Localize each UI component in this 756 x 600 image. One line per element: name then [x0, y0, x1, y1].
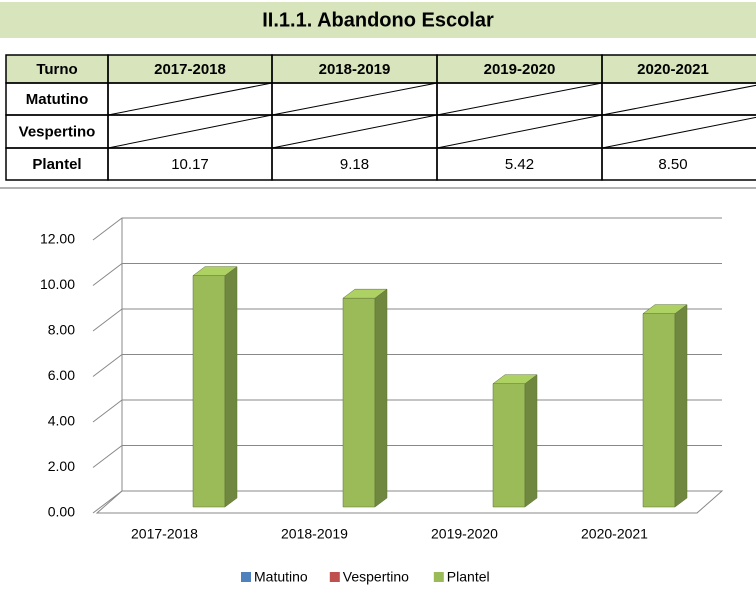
bar-front	[192, 275, 226, 508]
table-header: Turno	[36, 61, 77, 78]
empty-cell-diagonal	[601, 84, 756, 116]
table-cell	[601, 147, 756, 181]
table-header: Matutino	[26, 91, 88, 108]
table-value: 10.17	[171, 156, 209, 173]
y-tick-label: 10.00	[40, 276, 75, 292]
x-tick-label: 2018-2019	[281, 526, 348, 542]
y-tick-label: 6.00	[48, 367, 75, 383]
empty-cell-diagonal	[601, 116, 756, 149]
bar-front	[342, 297, 376, 508]
table-value: 5.42	[505, 156, 534, 173]
legend-swatch	[329, 572, 340, 582]
empty-cell-diagonal	[271, 114, 438, 149]
grid-line	[92, 399, 722, 423]
bar-front	[642, 313, 676, 508]
bar	[642, 304, 688, 508]
legend-swatch	[241, 572, 251, 582]
table-header: 2018-2019	[319, 61, 391, 78]
bar	[492, 374, 538, 508]
x-tick-label: 2020-2021	[581, 526, 648, 542]
bar	[342, 288, 388, 508]
title-bar	[0, 2, 756, 38]
legend-label: Plantel	[447, 569, 490, 585]
x-tick-label: 2017-2018	[131, 526, 198, 542]
bar-side	[224, 266, 238, 508]
bar-top	[192, 266, 238, 276]
table-header: 2017-2018	[154, 61, 226, 78]
bar-top	[492, 374, 538, 384]
grid-line	[92, 445, 722, 468]
grid-line	[92, 263, 722, 286]
floor	[95, 490, 724, 514]
bar-side	[674, 304, 688, 508]
x-tick-label: 2019-2020	[431, 526, 498, 542]
empty-cell-diagonal	[436, 82, 603, 116]
legend-swatch	[433, 572, 444, 582]
table-header: 2019-2020	[484, 61, 556, 78]
bar-top	[642, 304, 688, 314]
empty-cell-diagonal	[107, 82, 273, 116]
grid-line	[92, 217, 722, 241]
table-value: 9.18	[340, 156, 369, 173]
table-header-bg	[6, 55, 756, 83]
legend-label: Vespertino	[343, 569, 409, 585]
bar-side	[374, 288, 388, 508]
table-header: Plantel	[32, 156, 81, 173]
bar	[192, 266, 238, 508]
empty-cell-diagonal	[271, 82, 438, 116]
bar-side	[524, 374, 538, 508]
y-tick-label: 0.00	[48, 504, 75, 520]
y-tick-label: 12.00	[40, 231, 75, 247]
table-value: 8.50	[658, 156, 687, 173]
y-tick-label: 4.00	[48, 413, 75, 429]
empty-cell-diagonal	[436, 114, 603, 149]
bar-top	[342, 288, 388, 299]
legend-label: Matutino	[254, 569, 308, 585]
empty-cell-diagonal	[107, 114, 273, 149]
y-tick-label: 2.00	[48, 458, 75, 474]
title: II.1.1. Abandono Escolar	[262, 9, 494, 31]
grid-line	[92, 308, 722, 332]
bar-front	[492, 383, 526, 508]
table-header: Vespertino	[19, 123, 96, 140]
grid-line	[92, 354, 722, 377]
y-tick-label: 8.00	[48, 322, 75, 338]
grid-line	[92, 490, 722, 514]
table-header: 2020-2021	[637, 61, 709, 78]
